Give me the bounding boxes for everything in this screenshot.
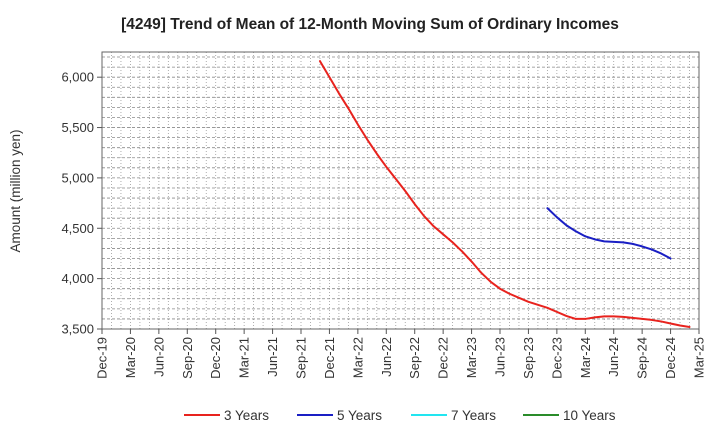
x-tick-label: Mar-25: [692, 337, 707, 378]
y-tick-label: 4,500: [61, 221, 94, 236]
x-tick-label: Dec-22: [436, 337, 451, 379]
x-tick-label: Mar-22: [350, 337, 365, 378]
x-tick-label: Jun-22: [379, 337, 394, 377]
plot-area: [102, 52, 699, 329]
legend-label-10-years: 10 Years: [563, 408, 616, 423]
x-tick-label: Sep-20: [180, 337, 195, 379]
y-axis-label: Amount (million yen): [8, 129, 23, 252]
series-layer: [318, 60, 691, 328]
x-tick-label: Sep-24: [635, 337, 650, 379]
legend-label-5-years: 5 Years: [337, 408, 382, 423]
y-tick-label: 5,000: [61, 170, 94, 185]
x-tick-label: Dec-21: [322, 337, 337, 379]
x-tick-label: Mar-24: [578, 337, 593, 378]
x-tick-label: Sep-23: [521, 337, 536, 379]
y-tick-label: 6,000: [61, 70, 94, 85]
legend-label-3-years: 3 Years: [224, 408, 269, 423]
x-tick-label: Sep-21: [294, 337, 309, 379]
series-line-3-years: [318, 60, 691, 328]
chart-title: [4249] Trend of Mean of 12-Month Moving …: [121, 16, 619, 33]
x-tick-label: Mar-23: [464, 337, 479, 378]
x-tick-label: Sep-22: [407, 337, 422, 379]
x-tick-label: Dec-20: [208, 337, 223, 379]
x-tick-label: Mar-20: [123, 337, 138, 378]
legend-label-7-years: 7 Years: [451, 408, 496, 423]
grid-lines: [102, 52, 699, 329]
y-tick-label: 5,500: [61, 120, 94, 135]
x-tick-label: Jun-21: [265, 337, 280, 377]
series-line-5-years: [546, 207, 672, 260]
x-tick-label: Jun-20: [151, 337, 166, 377]
x-tick-label: Dec-23: [549, 337, 564, 379]
x-tick-label: Jun-24: [606, 337, 621, 377]
x-tick-label: Mar-21: [237, 337, 252, 378]
y-axis-ticks: 3,500 4,000 4,500 5,000 5,500 6,000: [61, 70, 102, 337]
x-tick-label: Dec-24: [663, 337, 678, 379]
y-tick-label: 4,000: [61, 271, 94, 286]
x-tick-label: Jun-23: [493, 337, 508, 377]
x-tick-label: Dec-19: [95, 337, 110, 379]
x-axis-ticks: Dec-19 Mar-20 Jun-20 Sep-20 Dec-20 Mar-21 Jun-…: [95, 329, 707, 379]
legend: 3 Years 5 Years 7 Years 10 Years: [184, 408, 616, 423]
plot-frame: [101, 51, 700, 330]
y-tick-label: 3,500: [61, 322, 94, 337]
